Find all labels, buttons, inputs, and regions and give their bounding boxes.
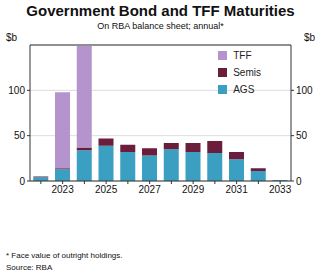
svg-text:2029: 2029 [182, 184, 205, 195]
html-text:$b: $b [303, 32, 315, 43]
svg-text:100: 100 [8, 85, 25, 96]
html-text:* Face value of outright holdi: * Face value of outright holdings. [6, 251, 123, 260]
svg-text:2031: 2031 [226, 184, 249, 195]
html-text:Semis: Semis [233, 67, 261, 78]
html-text:Source: RBA: Source: RBA [6, 263, 53, 272]
svg-text:100: 100 [296, 85, 313, 96]
svg-text:50: 50 [14, 130, 26, 141]
html-text:$b: $b [6, 32, 18, 43]
svg-text:2033: 2033 [269, 184, 292, 195]
svg-text:50: 50 [296, 130, 308, 141]
html-text:TFF: TFF [233, 50, 252, 61]
svg-text:0: 0 [19, 176, 25, 187]
svg-text:2027: 2027 [139, 184, 162, 195]
html-text:AGS: AGS [233, 84, 255, 95]
svg-text:2025: 2025 [95, 184, 118, 195]
svg-text:2023: 2023 [52, 184, 75, 195]
html-text:On RBA balance sheet; annual*: On RBA balance sheet; annual* [97, 21, 224, 31]
html-text:Government Bond and TFF Maturi: Government Bond and TFF Maturities [26, 2, 295, 19]
svg-text:0: 0 [296, 176, 302, 187]
